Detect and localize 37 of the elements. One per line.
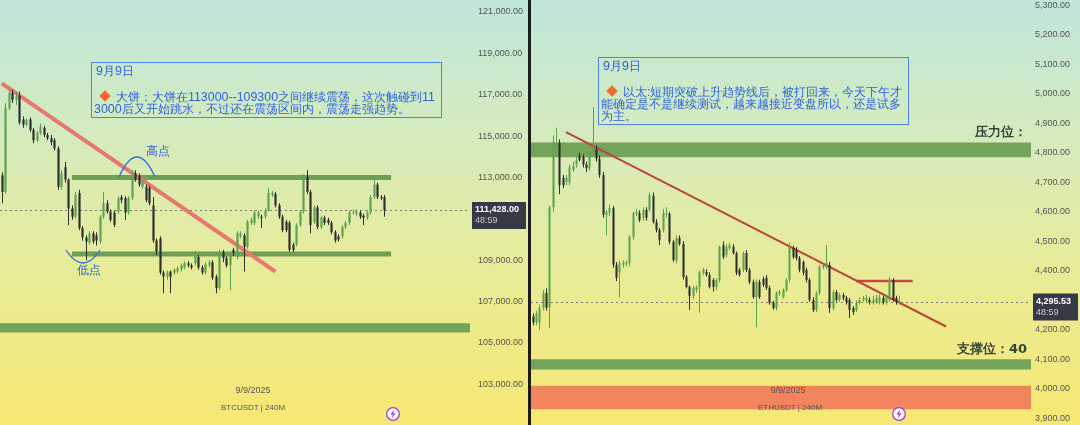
- text: 大饼：大饼在113000--109300之间继续震荡，这次触碰到113000后又开始跳水，不过还在震荡区间内，震荡走强趋势。: [94, 90, 435, 116]
- text: 9月9日: [95, 64, 135, 78]
- y-tick-label: 5,000.00: [1035, 88, 1071, 99]
- y-tick-label: 115,000.00: [478, 130, 523, 141]
- y-tick-label: 4,100.00: [1035, 353, 1071, 364]
- y-tick-label: 103,000.00: [478, 378, 524, 389]
- y-tick-label: 4,200.00: [1035, 324, 1071, 335]
- annotation: 9/9/2025: [770, 385, 806, 395]
- y-tick-label: 4,900.00: [1035, 117, 1071, 128]
- annotation: 高点: [146, 144, 170, 158]
- annotation: BTCUSDT | 240M: [220, 403, 286, 412]
- text: 9月9日: [602, 59, 642, 73]
- annotation: 低点: [77, 263, 101, 277]
- y-tick-label: 4,000.00: [1035, 383, 1071, 394]
- y-tick-label: 3,900.00: [1035, 412, 1071, 423]
- y-tick-label: 105,000.00: [478, 337, 524, 348]
- y-tick-label: 4,400.00: [1035, 265, 1071, 276]
- y-tick-label: 107,000.00: [478, 296, 524, 307]
- y-tick-label: 4,600.00: [1035, 206, 1071, 217]
- y-tick-label: 113,000.00: [478, 171, 523, 182]
- y-tick-label: 4,700.00: [1035, 176, 1071, 187]
- y-tick-label: 119,000.00: [478, 47, 523, 58]
- y-tick-label: 117,000.00: [478, 89, 523, 100]
- ref-line-label: 111,428.00 48:59: [475, 204, 520, 226]
- text: 以太:短期突破上升趋势线后，被打回来，今天下午才能确定是不是继续测试，越来越接近变盘所以，还是试多为主。: [601, 85, 903, 123]
- annotation: ETHUSDT | 240M: [757, 403, 823, 412]
- y-tick-label: 109,000.00: [478, 254, 524, 265]
- band-label: 压力位：: [974, 124, 1027, 140]
- y-tick-label: 5,100.00: [1035, 58, 1071, 69]
- y-tick-label: 4,500.00: [1035, 235, 1071, 246]
- annotation: 9/9/2025: [235, 385, 271, 395]
- ref-line-label: 4,295.53 48:59: [1036, 296, 1072, 318]
- band-label: 支撑位：40: [955, 341, 1027, 357]
- y-tick-label: 5,300.00: [1035, 0, 1071, 10]
- y-tick-label: 121,000.00: [478, 6, 524, 17]
- y-tick-label: 4,800.00: [1035, 147, 1071, 158]
- y-tick-label: 5,200.00: [1035, 29, 1071, 40]
